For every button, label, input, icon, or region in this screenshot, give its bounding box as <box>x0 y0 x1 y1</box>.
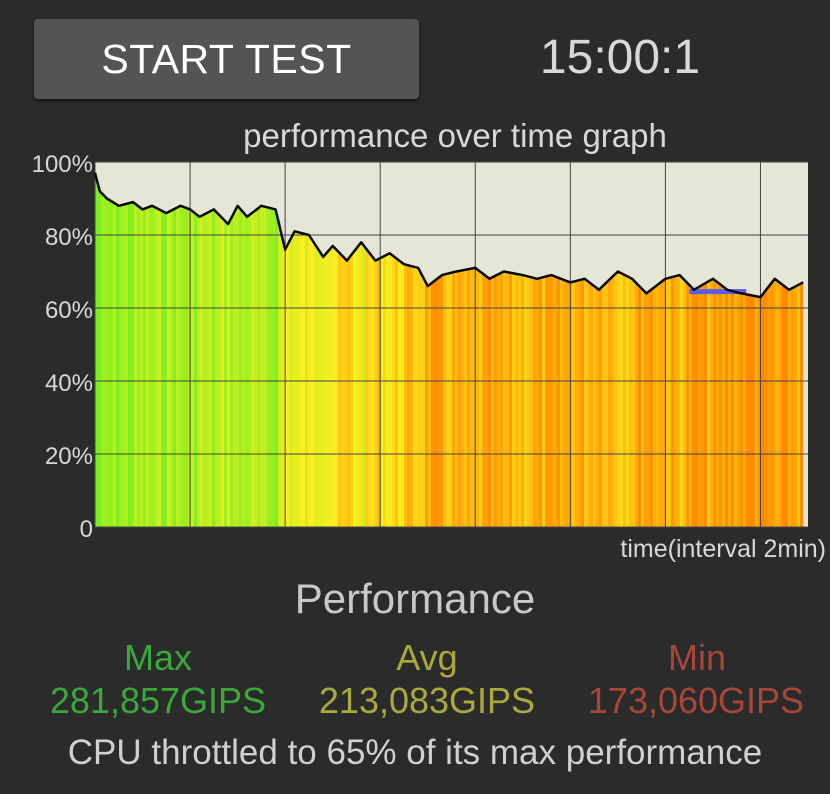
y-tick-label: 60% <box>45 297 93 324</box>
x-axis-label: time(interval 2min) <box>620 535 826 563</box>
start-test-button[interactable]: START TEST <box>34 19 419 99</box>
y-tick-label: 0 <box>80 516 93 543</box>
chart-marks <box>93 172 804 299</box>
y-tick-label: 80% <box>45 224 93 251</box>
series-line <box>93 172 804 299</box>
min-label: Min <box>667 637 726 678</box>
timer-display: 15:00:1 <box>539 31 701 84</box>
performance-title: Performance <box>294 575 536 622</box>
chart-grid <box>94 161 808 528</box>
y-tick-label: 100% <box>32 151 93 178</box>
y-axis-ticks: 100% 80% 60% 40% 20% 0 <box>32 151 93 543</box>
area-fill <box>95 172 804 527</box>
throttle-message: CPU throttled to 65% of its max performa… <box>67 733 763 772</box>
max-label: Max <box>123 637 192 678</box>
y-tick-label: 20% <box>45 443 93 470</box>
max-value: 281,857GIPS <box>49 680 267 721</box>
min-value: 173,060GIPS <box>587 680 805 721</box>
y-tick-label: 40% <box>45 370 93 397</box>
performance-chart: 100% 80% 60% 40% 20% 0 time(interval 2min) <box>32 151 826 563</box>
avg-value: 213,083GIPS <box>318 680 536 721</box>
avg-label: Avg <box>396 637 458 678</box>
graph-title: performance over time graph <box>243 117 667 154</box>
